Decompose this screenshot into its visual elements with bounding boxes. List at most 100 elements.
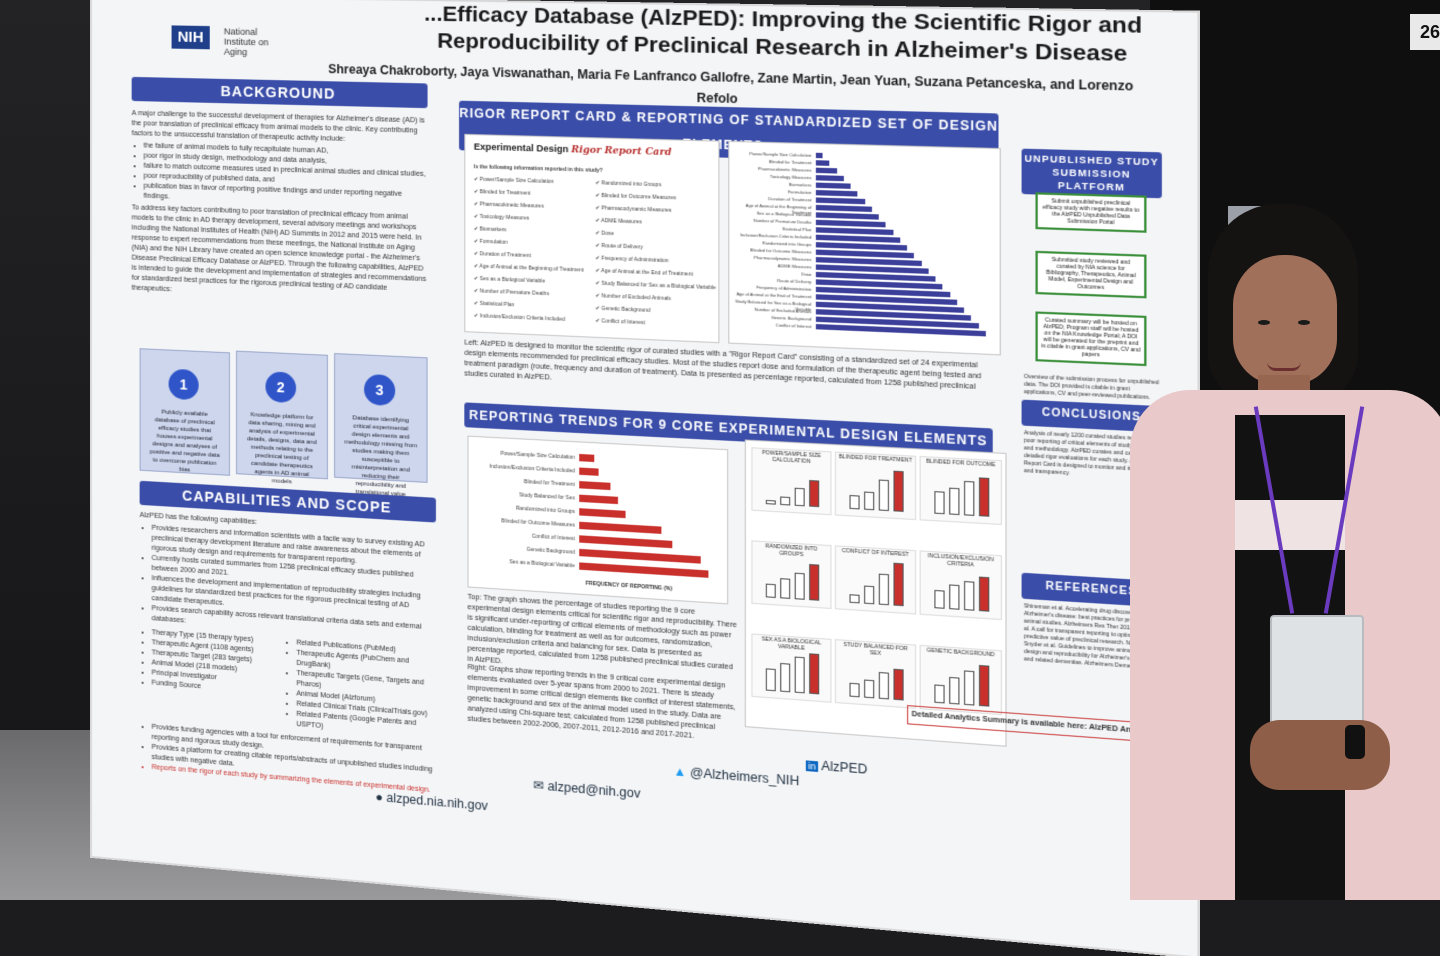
presenter-eye [1258, 320, 1270, 325]
mini-chart-title: GENETIC BACKGROUND [923, 647, 999, 659]
mini-chart-bar [949, 488, 959, 515]
mini-chart-bar [795, 573, 805, 600]
trend-mini-chart: STUDY BALANCED FOR SEX [835, 639, 916, 709]
email-link[interactable]: ✉ alzped@nih.gov [533, 778, 640, 801]
capability-box-3: 3 Database identifying critical experime… [334, 353, 427, 483]
mini-chart-bar [864, 679, 874, 698]
trend-bar-label: Genetic Background [473, 543, 575, 556]
mini-chart-bar [879, 672, 889, 699]
rigor-item: ✔ Toxicology Measures [474, 214, 529, 222]
trend-mini-chart: BLINDED FOR OUTCOME [920, 456, 1002, 525]
rigor-item: ✔ Age of Animal at the Beginning of Trea… [474, 263, 584, 273]
rigor-item: ✔ Conflict of Interest [595, 318, 645, 326]
trend-mini-chart: GENETIC BACKGROUND [920, 645, 1002, 715]
rigor-bar-label: Pharmacokinetic Measures [734, 165, 812, 173]
rigor-item: ✔ Inclusion/Exclusion Criteria Included [474, 313, 565, 323]
mini-chart-bar [979, 577, 989, 612]
trend-bar-label: Sex as a Biological Variable [473, 557, 575, 570]
mini-chart-bar [934, 491, 944, 514]
trend-bar-label: Inclusion/Exclusion Criteria Included [473, 463, 575, 475]
rigor-bar-label: Number of Premature Deaths [734, 217, 812, 225]
mini-chart-bar [795, 657, 805, 694]
trend-mini-chart: CONFLICT OF INTEREST [835, 545, 916, 614]
mini-chart-bar [934, 684, 944, 703]
booth-number-card: 26 [1410, 14, 1440, 50]
mini-chart-bar [964, 481, 974, 516]
rigor-report-card: Experimental Design Rigor Report Card Is… [464, 134, 719, 343]
twitter-link[interactable]: ▲ @Alzheimers_NIH [673, 764, 799, 789]
mini-chart-title: BLINDED FOR OUTCOME [923, 458, 999, 468]
rigor-bar [816, 212, 879, 219]
mini-chart-title: CONFLICT OF INTEREST [838, 548, 912, 559]
mini-chart-bar [893, 563, 903, 606]
trend-bar-label: Blinded for Outcome Measures [473, 516, 575, 528]
capability-number: 2 [265, 371, 296, 403]
mini-chart-bar [780, 496, 790, 505]
website-text: alzped.nia.nih.gov [386, 790, 487, 813]
trend-mini-chart: RANDOMIZED INTO GROUPS [751, 540, 831, 609]
mini-chart-bar [795, 488, 805, 507]
mini-chart-bar [849, 495, 859, 509]
mini-chart-bar [809, 653, 819, 694]
trend-bar [579, 495, 618, 505]
rigor-bar [816, 153, 823, 159]
rigor-bar [816, 190, 857, 197]
background-text: A major challenge to the successful deve… [132, 109, 428, 306]
capability-text: Database identifying critical experiment… [343, 414, 418, 500]
rigor-item: ✔ Age of Animal at the End of Treatment [595, 268, 693, 278]
mini-chart-bar [964, 670, 974, 705]
rigor-item: ✔ Randomized into Groups [595, 180, 661, 188]
capability-number: 1 [169, 369, 199, 401]
background-bullets: the failure of animal models to fully re… [132, 141, 428, 211]
trend-bar [579, 535, 672, 548]
rigor-item: ✔ Frequency of Administration [595, 255, 668, 264]
mini-chart-title: POWER/SAMPLE SIZE CALCULATION [755, 450, 828, 467]
linkedin-icon: in [806, 760, 818, 772]
linkedin-text: AlzPED [821, 758, 867, 777]
trend-bar-label: Randomized into Groups [473, 503, 575, 515]
nih-badge: NIH [172, 25, 210, 49]
rigor-card-question: Is the following information reported in… [474, 164, 603, 174]
rigor-bar-label: Sex as a Biological Variable [734, 210, 812, 218]
trend-bar [579, 481, 610, 490]
top-white-band [1235, 500, 1345, 550]
mini-chart-title: SEX AS A BIOLOGICAL VARIABLE [755, 636, 828, 654]
rigor-bar-label: Duration of Treatment [734, 195, 812, 203]
poster-title: ...Efficacy Database (AlzPED): Improving… [396, 1, 1173, 70]
rigor-item: ✔ Pharmacodynamic Measures [595, 205, 671, 214]
trend-bar [579, 454, 594, 462]
trend-bar-label: Conflict of Interest [473, 530, 575, 542]
rigor-item: ✔ Formulation [474, 239, 508, 246]
mini-chart-bar [849, 683, 859, 698]
trend-bar-label: Study Balanced for Sex [473, 490, 575, 502]
mini-chart-title: STUDY BALANCED FOR SEX [838, 641, 912, 659]
linkedin-link[interactable]: in AlzPED [806, 757, 868, 777]
rigor-item: ✔ Duration of Treatment [474, 251, 531, 259]
mini-chart-bar [766, 668, 776, 691]
trend-bar-label: Blinded for Treatment [473, 476, 575, 488]
mini-chart-bar [879, 574, 889, 606]
rigor-bar-label: Statistical Plan [734, 224, 812, 232]
rigor-item: ✔ Study Balanced for Sex as a Biological… [595, 280, 716, 291]
trend-mini-chart: POWER/SAMPLE SIZE CALCULATION [751, 447, 831, 515]
trend-mini-charts: POWER/SAMPLE SIZE CALCULATION BLINDED FOR… [745, 439, 1007, 746]
capabilities-list: Provides researchers and information sci… [140, 523, 442, 645]
rigor-item: ✔ Genetic Background [595, 305, 650, 314]
rigor-bar [816, 168, 837, 174]
rigor-bar [816, 220, 886, 228]
rigor-item: ✔ Pharmacokinetic Measures [474, 201, 544, 209]
rigor-bar-label: Toxicology Measures [734, 173, 812, 181]
rigor-item: ✔ Power/Sample Size Calculation [474, 176, 554, 185]
mini-chart-bar [979, 477, 989, 516]
background-heading: BACKGROUND [132, 77, 428, 108]
twitter-text: @Alzheimers_NIH [690, 765, 799, 788]
rigor-item: ✔ Sex as a Biological Variable [474, 276, 545, 285]
nih-subtitle: National Institute on Aging [224, 26, 285, 58]
rigor-bar [816, 175, 844, 181]
mini-chart-title: BLINDED FOR TREATMENT [838, 454, 912, 464]
trend-bar [579, 549, 701, 564]
rigor-bar-label: Biomarkers [734, 180, 812, 188]
rigor-item: ✔ ADME Measures [595, 218, 642, 226]
mini-chart-bar [893, 669, 903, 701]
mini-chart-bar [934, 590, 944, 609]
